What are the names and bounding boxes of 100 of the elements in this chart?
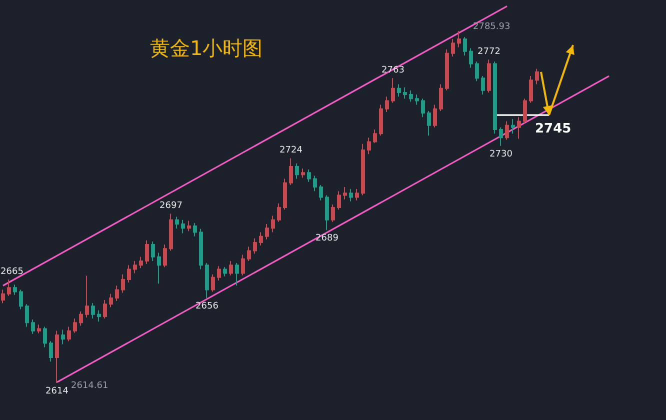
candlestick: [169, 213, 173, 252]
candlestick: [253, 238, 257, 254]
candlestick: [175, 216, 179, 230]
candlestick: [49, 340, 53, 362]
candlestick: [61, 329, 65, 345]
annotation: 2656: [196, 301, 219, 312]
candlestick: [451, 38, 455, 58]
candlestick: [223, 266, 227, 277]
candlestick: [385, 96, 389, 112]
candlestick: [229, 260, 233, 276]
candlestick: [91, 302, 95, 320]
candlestick: [517, 116, 521, 140]
candlestick: [145, 240, 149, 265]
candlestick: [343, 186, 347, 200]
candlestick: [25, 304, 29, 328]
candlestick: [283, 178, 287, 210]
candlestick: [391, 78, 395, 104]
candlestick: [325, 194, 329, 231]
annotation: 2730: [490, 149, 513, 160]
candlestick: [247, 246, 251, 262]
candlestick: [43, 326, 47, 348]
candlestick: [295, 162, 299, 180]
candlestick: [319, 184, 323, 201]
candlestick: [289, 158, 293, 186]
candlestick: [355, 188, 359, 201]
annotation: 2614.61: [71, 381, 108, 392]
candlestick: [409, 90, 413, 102]
candlestick: [421, 98, 425, 118]
candlestick: [73, 318, 77, 334]
chart-title: 黄金1小时图: [150, 36, 263, 60]
candlestick: [331, 204, 335, 222]
candlestick: [109, 293, 113, 308]
candlestick: [139, 256, 143, 269]
candlestick: [307, 169, 311, 182]
candlestick: [259, 232, 263, 246]
candlestick: [157, 252, 161, 284]
candlestick: [1, 289, 5, 304]
candlestick: [13, 284, 17, 296]
candlestick: [511, 118, 515, 134]
annotation: 2785.93: [473, 22, 510, 32]
candlestick: [163, 244, 167, 268]
candlestick: [337, 190, 341, 210]
candlestick: [217, 266, 221, 281]
candlestick: [463, 36, 467, 56]
candlestick: [271, 215, 275, 233]
candlestick: [55, 330, 59, 384]
candlestick: [193, 222, 197, 237]
candlestick: [373, 128, 377, 144]
candlestick: [235, 262, 239, 286]
candlestick: [103, 300, 107, 320]
candlestick: [523, 98, 527, 124]
candlestick: [85, 275, 89, 318]
candlestick: [19, 289, 23, 310]
candlestick: [403, 86, 407, 100]
candlestick: [487, 59, 491, 93]
annotation: 2665: [0, 266, 24, 277]
candlestick: [499, 126, 503, 146]
candlestick: [211, 274, 215, 292]
candlestick: [397, 84, 401, 98]
candlestick: [535, 68, 539, 85]
candlestick: [529, 76, 533, 104]
annotation: 2689: [316, 234, 339, 244]
candlestick: [301, 168, 305, 178]
annotation: 2697: [160, 201, 182, 212]
candlestick: [427, 110, 431, 136]
candlestick: [481, 76, 485, 96]
candlestick: [151, 240, 155, 262]
candlestick: [241, 254, 245, 276]
candlestick: [205, 262, 209, 298]
candlestick: [361, 143, 365, 196]
candlestick: [181, 219, 185, 234]
annotation: 2614: [46, 386, 69, 397]
candlestick: [187, 220, 191, 232]
candlestick: [493, 61, 497, 134]
candlestick: [265, 223, 269, 240]
candlestick: [37, 324, 41, 334]
candlestick: [439, 84, 443, 112]
candlestick: [277, 202, 281, 222]
candlestick: [457, 30, 461, 48]
candlestick: [79, 310, 83, 326]
candlestick: [445, 48, 449, 91]
annotation: 2724: [280, 146, 303, 156]
candlestick: [415, 94, 419, 106]
candlestick: [7, 278, 11, 296]
candlestick: [133, 260, 137, 274]
candlestick: [199, 228, 203, 270]
candlestick: [115, 285, 119, 302]
candlestick: [67, 326, 71, 342]
annotation: 2772: [478, 47, 500, 58]
candlestick: [349, 188, 353, 202]
candlestick: [505, 120, 509, 140]
candlestick: [433, 104, 437, 128]
candlestick: [313, 175, 317, 192]
candlestick: [31, 319, 35, 334]
candlestick: [367, 137, 371, 155]
candlestick: [127, 264, 131, 284]
candlestick: [475, 61, 479, 82]
candlestick: [379, 104, 383, 136]
candlestick: [97, 310, 101, 322]
candlestick: [121, 274, 125, 294]
